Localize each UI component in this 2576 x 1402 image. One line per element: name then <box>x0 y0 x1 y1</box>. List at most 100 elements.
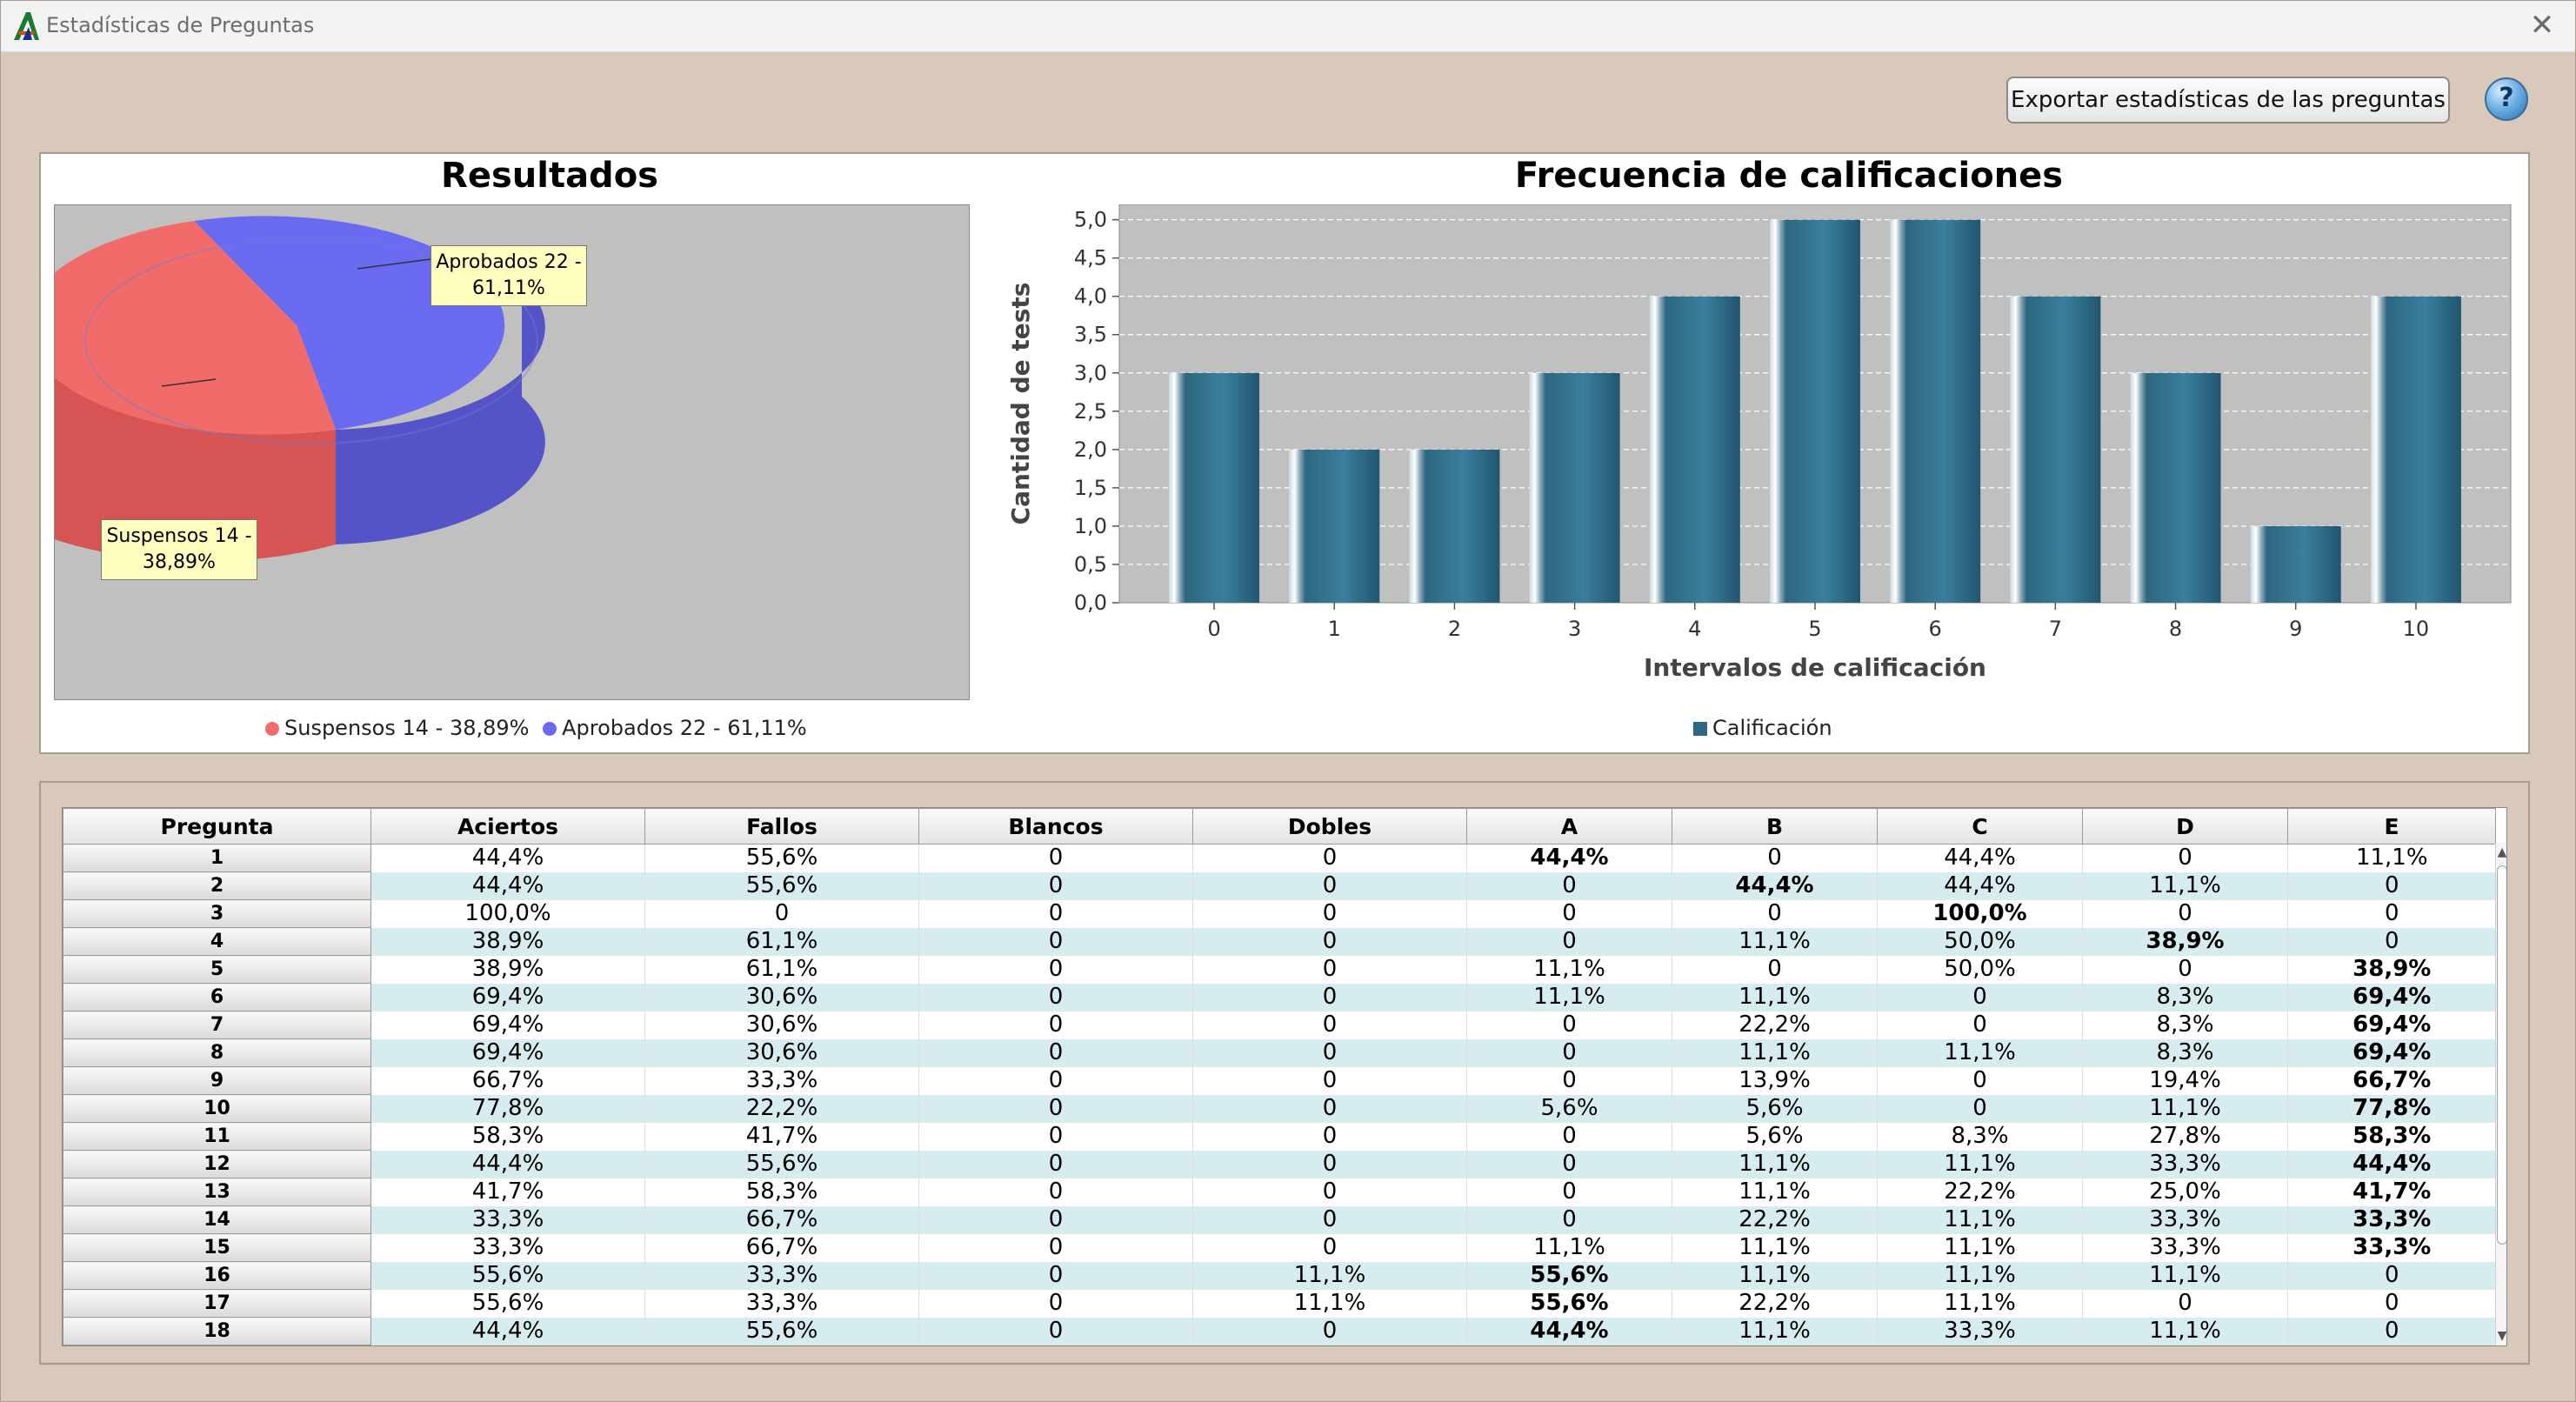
table-cell: 38,9% <box>370 927 645 956</box>
table-cell: 13,9% <box>1672 1066 1878 1095</box>
table-row[interactable]: 18 44,4% 55,6% 0 0 44,4% 11,1% 33,3% 11,1% 0 <box>63 1317 2496 1345</box>
table-row[interactable]: 2 44,4% 55,6% 0 0 0 44,4% 44,4% 11,1% 0 <box>63 871 2496 900</box>
callout-suspensos-line1: Suspensos 14 - <box>106 525 252 547</box>
table-cell: 0 <box>918 871 1193 900</box>
table-cell: 55,6% <box>1466 1261 1672 1290</box>
table-row[interactable]: 9 66,7% 33,3% 0 0 0 13,9% 0 19,4% 66,7% <box>63 1066 2496 1095</box>
table-cell: 55,6% <box>644 844 919 872</box>
table-cell: 44,4% <box>1877 871 2083 900</box>
column-header[interactable]: Pregunta <box>63 808 371 845</box>
row-header: 14 <box>63 1205 371 1234</box>
scroll-thumb[interactable] <box>2497 865 2506 1245</box>
table-row[interactable]: 10 77,8% 22,2% 0 0 5,6% 5,6% 0 11,1% 77,8% <box>63 1094 2496 1123</box>
column-header[interactable]: A <box>1466 808 1672 845</box>
table-row[interactable]: 6 69,4% 30,6% 0 0 11,1% 11,1% 0 8,3% 69,4% <box>63 983 2496 1011</box>
x-axis-label: Intervalos de calificación <box>1644 653 1986 682</box>
y-tick-label: 3,5 <box>1074 323 1107 347</box>
table-cell: 11,1% <box>1672 927 1878 956</box>
pie-legend: Suspensos 14 - 38,89% Aprobados 22 - 61,… <box>265 716 807 740</box>
table-cell: 0 <box>1192 844 1467 872</box>
table-cell: 0 <box>644 899 919 928</box>
table-row[interactable]: 16 55,6% 33,3% 0 11,1% 55,6% 11,1% 11,1% 11,1% 0 <box>63 1261 2496 1290</box>
table-cell: 77,8% <box>2287 1094 2496 1123</box>
table-row[interactable]: 3 100,0% 0 0 0 0 0 100,0% 0 0 <box>63 899 2496 928</box>
table-cell: 5,6% <box>1466 1094 1672 1123</box>
table-row[interactable]: 8 69,4% 30,6% 0 0 0 11,1% 11,1% 8,3% 69,4% <box>63 1038 2496 1067</box>
x-tick-label: 0 <box>1207 617 1220 641</box>
callout-line-aprobados <box>357 258 431 270</box>
table-cell: 44,4% <box>2287 1150 2496 1178</box>
table-cell: 55,6% <box>644 1317 919 1345</box>
table-row[interactable]: 1 44,4% 55,6% 0 0 44,4% 0 44,4% 0 11,1% <box>63 844 2496 872</box>
scroll-up-arrow-icon[interactable]: ▲ <box>2497 845 2507 859</box>
table-cell: 22,2% <box>1672 1205 1878 1234</box>
column-header[interactable]: Aciertos <box>370 808 645 845</box>
row-header: 9 <box>63 1066 371 1095</box>
table-cell: 0 <box>2287 1261 2496 1290</box>
callout-suspensos: Suspensos 14 - 38,89% <box>101 519 257 580</box>
table-row[interactable]: 5 38,9% 61,1% 0 0 11,1% 0 50,0% 0 38,9% <box>63 955 2496 984</box>
table-row[interactable]: 7 69,4% 30,6% 0 0 0 22,2% 0 8,3% 69,4% <box>63 1011 2496 1039</box>
table-row[interactable]: 14 33,3% 66,7% 0 0 0 22,2% 11,1% 33,3% 33,3% <box>63 1205 2496 1234</box>
scroll-down-arrow-icon[interactable]: ▼ <box>2497 1329 2507 1343</box>
table-cell: 0 <box>2287 927 2496 956</box>
table-cell: 5,6% <box>1672 1122 1878 1151</box>
table-cell: 0 <box>1877 1066 2083 1095</box>
table-cell: 0 <box>1192 983 1467 1011</box>
table-cell: 0 <box>918 1205 1193 1234</box>
table-cell: 41,7% <box>644 1122 919 1151</box>
row-header: 4 <box>63 927 371 956</box>
table-cell: 55,6% <box>1466 1289 1672 1318</box>
table-cell: 25,0% <box>2082 1178 2288 1206</box>
bar <box>1409 449 1500 603</box>
table-row[interactable]: 15 33,3% 66,7% 0 0 11,1% 11,1% 11,1% 33,3% 33,3% <box>63 1233 2496 1262</box>
table-cell: 0 <box>918 1066 1193 1095</box>
close-icon[interactable]: ✕ <box>2529 8 2555 43</box>
row-header: 7 <box>63 1011 371 1039</box>
table-row[interactable]: 17 55,6% 33,3% 0 11,1% 55,6% 22,2% 11,1% 0 0 <box>63 1289 2496 1318</box>
table-cell: 0 <box>1877 983 2083 1011</box>
table-cell: 0 <box>918 1178 1193 1206</box>
table-cell: 11,1% <box>1672 1038 1878 1067</box>
table-cell: 11,1% <box>1877 1150 2083 1178</box>
column-header[interactable]: E <box>2287 808 2496 845</box>
pie-slice-suspensos <box>24 221 336 435</box>
table-cell: 0 <box>918 899 1193 928</box>
table-cell: 58,3% <box>2287 1122 2496 1151</box>
table-cell: 0 <box>2287 1317 2496 1345</box>
table-cell: 0 <box>918 1122 1193 1151</box>
table-cell: 44,4% <box>1672 871 1878 900</box>
table-row[interactable]: 11 58,3% 41,7% 0 0 0 5,6% 8,3% 27,8% 58,3% <box>63 1122 2496 1151</box>
column-header[interactable]: C <box>1877 808 2083 845</box>
table-cell: 0 <box>918 1289 1193 1318</box>
table-cell: 0 <box>1192 1205 1467 1234</box>
row-header: 17 <box>63 1289 371 1318</box>
column-header[interactable]: Fallos <box>644 808 919 845</box>
table-cell: 55,6% <box>644 871 919 900</box>
table-cell: 11,1% <box>1877 1233 2083 1262</box>
pie-slice-suspensos-side <box>0 282 336 562</box>
y-tick-label: 0,5 <box>1074 552 1107 577</box>
help-icon[interactable]: ? <box>2485 77 2528 121</box>
column-header[interactable]: Blancos <box>918 808 1193 845</box>
table-cell: 0 <box>1192 955 1467 984</box>
table-row[interactable]: 12 44,4% 55,6% 0 0 0 11,1% 11,1% 33,3% 44,4% <box>63 1150 2496 1178</box>
x-tick-label: 10 <box>2403 617 2430 641</box>
column-header[interactable]: Dobles <box>1192 808 1467 845</box>
column-header[interactable]: B <box>1672 808 1878 845</box>
legend-square-icon <box>1693 722 1707 736</box>
table-cell: 38,9% <box>2082 927 2288 956</box>
table-cell: 22,2% <box>1877 1178 2083 1206</box>
y-tick-label: 2,0 <box>1074 437 1107 462</box>
x-tick-label: 6 <box>1929 617 1942 641</box>
vertical-scrollbar[interactable]: ▲ ▼ <box>2495 843 2507 1345</box>
table-cell: 0 <box>1466 1038 1672 1067</box>
export-statistics-button[interactable]: Exportar estadísticas de las preguntas <box>2006 77 2450 124</box>
table-cell: 8,3% <box>2082 983 2288 1011</box>
table-cell: 11,1% <box>2082 1094 2288 1123</box>
table-row[interactable]: 4 38,9% 61,1% 0 0 0 11,1% 50,0% 38,9% 0 <box>63 927 2496 956</box>
table-cell: 0 <box>2082 1289 2288 1318</box>
table-cell: 55,6% <box>370 1289 645 1318</box>
column-header[interactable]: D <box>2082 808 2288 845</box>
table-row[interactable]: 13 41,7% 58,3% 0 0 0 11,1% 22,2% 25,0% 41,7% <box>63 1178 2496 1206</box>
